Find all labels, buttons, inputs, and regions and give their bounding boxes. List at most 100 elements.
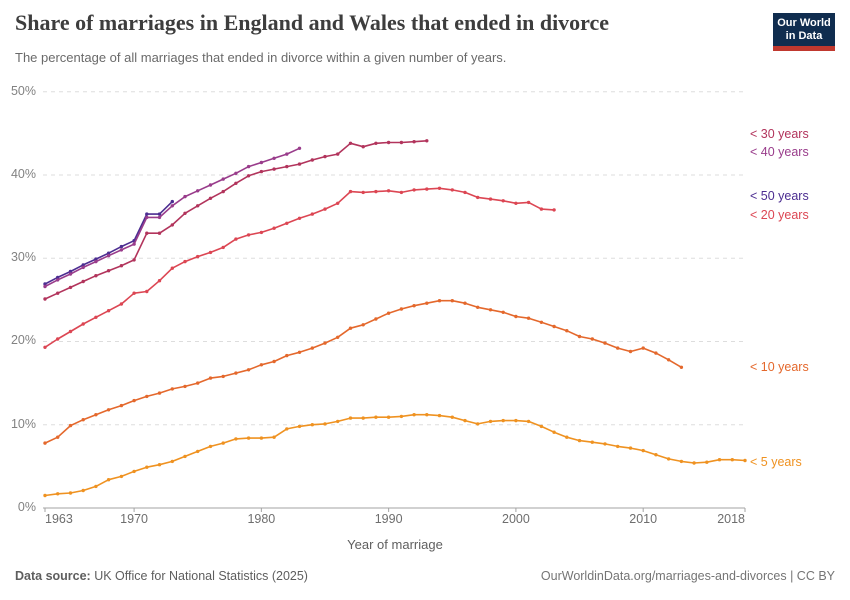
data-point-20-years-1976[interactable]: [208, 250, 213, 255]
data-point-5-years-2008[interactable]: [616, 444, 620, 449]
data-point-10-years-1967[interactable]: [94, 413, 98, 417]
data-point-20-years-1995[interactable]: [450, 188, 454, 192]
data-point-10-years-1978[interactable]: [234, 371, 238, 375]
data-point-20-years-2003[interactable]: [552, 208, 556, 212]
data-point-20-years-1968[interactable]: [106, 309, 111, 313]
data-point-30-years-1967[interactable]: [94, 274, 98, 278]
data-point-10-years-1987[interactable]: [348, 326, 353, 330]
data-point-20-years-1982[interactable]: [285, 221, 289, 225]
data-point-5-years-2003[interactable]: [552, 430, 556, 434]
data-point-30-years-1977[interactable]: [221, 189, 225, 194]
series-line-30-years[interactable]: [44, 140, 428, 300]
data-point-5-years-1975[interactable]: [196, 449, 200, 454]
data-point-5-years-1972[interactable]: [157, 463, 162, 467]
data-point-10-years-1989[interactable]: [374, 317, 378, 321]
data-point-50-years-1969[interactable]: [119, 244, 124, 249]
data-point-20-years-1975[interactable]: [196, 254, 200, 259]
data-point-5-years-2002[interactable]: [539, 424, 544, 429]
data-point-5-years-2016[interactable]: [717, 458, 722, 462]
data-point-10-years-1968[interactable]: [106, 408, 111, 412]
data-point-5-years-1986[interactable]: [336, 419, 340, 424]
data-point-5-years-2004[interactable]: [565, 435, 569, 439]
data-point-30-years-1980[interactable]: [259, 169, 264, 174]
data-point-10-years-2008[interactable]: [616, 346, 620, 350]
data-point-10-years-1994[interactable]: [437, 299, 442, 303]
data-point-10-years-2011[interactable]: [654, 351, 658, 355]
data-point-10-years-1977[interactable]: [221, 374, 225, 379]
data-point-10-years-2009[interactable]: [628, 349, 633, 354]
data-point-40-years-1966[interactable]: [81, 265, 85, 270]
data-point-40-years-1970[interactable]: [132, 242, 136, 246]
data-point-10-years-1997[interactable]: [476, 305, 480, 309]
data-point-20-years-1963[interactable]: [43, 345, 47, 349]
data-point-30-years-1983[interactable]: [297, 162, 302, 166]
data-point-30-years-1986[interactable]: [336, 152, 340, 156]
data-point-10-years-1988[interactable]: [361, 323, 365, 327]
data-point-30-years-1968[interactable]: [106, 269, 111, 273]
data-point-10-years-1969[interactable]: [119, 403, 124, 408]
data-point-20-years-1997[interactable]: [476, 195, 480, 200]
data-point-30-years-1992[interactable]: [412, 140, 416, 144]
data-point-20-years-1988[interactable]: [361, 190, 365, 195]
data-point-5-years-1971[interactable]: [145, 465, 149, 469]
data-point-30-years-1970[interactable]: [132, 258, 136, 262]
legend-label-30-years[interactable]: < 30 years: [750, 127, 809, 141]
data-point-5-years-1988[interactable]: [361, 416, 365, 420]
legend-label-40-years[interactable]: < 40 years: [750, 145, 809, 159]
series-line-20-years[interactable]: [44, 187, 555, 349]
data-point-20-years-2002[interactable]: [539, 207, 544, 211]
data-point-30-years-1972[interactable]: [157, 231, 162, 235]
data-point-10-years-1965[interactable]: [68, 423, 73, 428]
data-point-10-years-2000[interactable]: [514, 314, 518, 319]
data-point-40-years-1976[interactable]: [208, 183, 213, 187]
data-point-30-years-1993[interactable]: [425, 139, 429, 143]
data-point-20-years-1992[interactable]: [412, 188, 416, 192]
data-point-40-years-1964[interactable]: [56, 278, 60, 282]
data-point-5-years-1989[interactable]: [374, 415, 378, 419]
data-point-5-years-1981[interactable]: [272, 435, 276, 439]
data-point-20-years-1983[interactable]: [297, 216, 302, 220]
data-point-20-years-1989[interactable]: [374, 189, 378, 194]
data-point-30-years-1988[interactable]: [361, 145, 365, 149]
data-point-20-years-1998[interactable]: [488, 197, 493, 201]
data-point-10-years-2013[interactable]: [679, 365, 684, 369]
data-point-30-years-1989[interactable]: [374, 141, 378, 145]
data-point-40-years-1977[interactable]: [221, 177, 225, 181]
data-point-5-years-1967[interactable]: [94, 484, 98, 489]
data-point-30-years-1981[interactable]: [272, 167, 276, 171]
data-point-20-years-1969[interactable]: [119, 302, 124, 306]
data-point-20-years-1993[interactable]: [425, 187, 429, 191]
data-point-5-years-1979[interactable]: [246, 436, 251, 440]
data-point-20-years-1986[interactable]: [336, 201, 340, 205]
data-point-10-years-1993[interactable]: [425, 301, 429, 305]
legend-label-5-years[interactable]: < 5 years: [750, 455, 802, 469]
data-point-10-years-1964[interactable]: [56, 435, 60, 439]
data-point-5-years-1998[interactable]: [488, 419, 493, 424]
data-point-5-years-1976[interactable]: [208, 444, 213, 449]
data-point-30-years-1963[interactable]: [43, 297, 47, 301]
data-point-40-years-1982[interactable]: [285, 152, 289, 156]
data-point-10-years-1973[interactable]: [170, 387, 174, 391]
data-point-5-years-2014[interactable]: [692, 461, 696, 465]
data-point-10-years-2003[interactable]: [552, 324, 556, 329]
data-point-20-years-1965[interactable]: [68, 329, 73, 334]
data-point-10-years-1998[interactable]: [488, 308, 493, 312]
data-point-5-years-1982[interactable]: [285, 427, 289, 431]
data-point-5-years-2015[interactable]: [705, 460, 709, 464]
series-line-5-years[interactable]: [44, 413, 746, 497]
data-point-10-years-1992[interactable]: [412, 304, 416, 308]
data-point-5-years-1968[interactable]: [106, 478, 111, 482]
data-point-50-years-1967[interactable]: [94, 257, 98, 261]
data-point-20-years-1970[interactable]: [132, 291, 136, 295]
data-point-5-years-2006[interactable]: [590, 440, 594, 444]
data-point-30-years-1978[interactable]: [234, 181, 238, 185]
data-point-5-years-1983[interactable]: [297, 424, 302, 429]
data-point-5-years-1970[interactable]: [132, 469, 136, 474]
data-point-10-years-1999[interactable]: [501, 310, 505, 314]
data-point-30-years-1987[interactable]: [348, 141, 353, 145]
data-point-5-years-2000[interactable]: [514, 418, 518, 423]
data-point-10-years-1971[interactable]: [145, 394, 149, 399]
data-point-20-years-1967[interactable]: [94, 315, 98, 319]
data-point-20-years-1981[interactable]: [272, 226, 276, 230]
